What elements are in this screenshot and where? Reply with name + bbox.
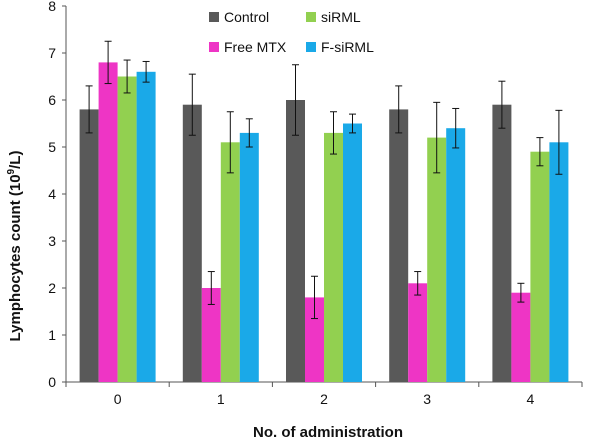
y-axis-title-superscript: 9 xyxy=(6,168,17,174)
y-tick-label: 2 xyxy=(48,280,56,296)
y-tick-label: 4 xyxy=(48,186,56,202)
y-axis-title-tail: /L) xyxy=(7,151,24,169)
bar xyxy=(220,142,240,382)
x-tick-label: 0 xyxy=(114,391,122,407)
y-axis-title: Lymphocytes count (109/L) xyxy=(6,151,24,342)
bar xyxy=(98,62,118,383)
legend-label: siRML xyxy=(321,9,361,25)
x-tick-label: 2 xyxy=(320,391,328,407)
y-tick-label: 5 xyxy=(48,139,56,155)
bar xyxy=(511,292,531,382)
y-tick-label: 6 xyxy=(48,92,56,108)
plot-area: 0 1 2 3 4 5 6 7 8 0 1 2 3 4 xyxy=(48,0,583,407)
bar xyxy=(324,132,343,382)
y-tick-label: 7 xyxy=(48,45,56,61)
bar xyxy=(286,100,305,382)
bar xyxy=(117,76,137,382)
bar xyxy=(549,142,569,382)
y-tick-label: 3 xyxy=(48,233,56,249)
y-tick-label: 1 xyxy=(48,327,56,343)
bar xyxy=(343,123,362,382)
legend-swatch xyxy=(209,12,219,22)
legend: Control Free MTX siRML F-siRML xyxy=(209,9,374,55)
x-tick-label: 4 xyxy=(527,391,535,407)
y-tick-label: 0 xyxy=(48,374,56,390)
legend-label: Free MTX xyxy=(224,39,287,55)
bar xyxy=(446,128,466,382)
legend-swatch xyxy=(209,42,219,52)
legend-swatch xyxy=(306,42,316,52)
legend-swatch xyxy=(306,12,316,22)
bar xyxy=(239,132,259,382)
bar xyxy=(79,109,99,383)
bar xyxy=(305,297,324,382)
bar xyxy=(492,104,512,382)
y-tick-label: 8 xyxy=(48,0,56,14)
x-tick-label: 3 xyxy=(423,391,431,407)
bar xyxy=(530,151,550,382)
bar xyxy=(201,288,221,382)
bar xyxy=(427,137,447,382)
bar xyxy=(182,104,202,382)
svg-text:Lymphocytes count (109/L): Lymphocytes count (109/L) xyxy=(6,151,24,342)
bar xyxy=(389,109,409,383)
legend-label: Control xyxy=(224,9,269,25)
bar xyxy=(136,71,156,383)
legend-label: F-siRML xyxy=(321,39,374,55)
bar xyxy=(408,283,428,382)
x-tick-label: 1 xyxy=(217,391,225,407)
x-axis-title: No. of administration xyxy=(253,424,403,440)
y-axis-title-main: Lymphocytes count (10 xyxy=(7,174,24,341)
